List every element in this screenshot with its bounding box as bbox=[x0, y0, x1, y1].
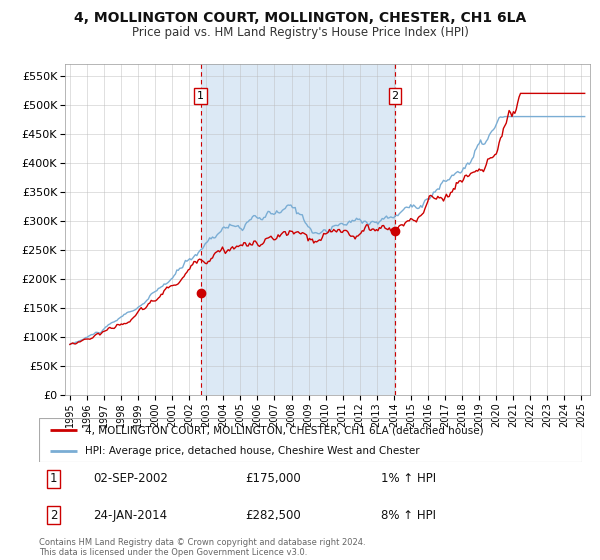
Text: 02-SEP-2002: 02-SEP-2002 bbox=[94, 473, 168, 486]
Text: 8% ↑ HPI: 8% ↑ HPI bbox=[381, 508, 436, 521]
Text: 1: 1 bbox=[197, 91, 204, 101]
Text: 1: 1 bbox=[50, 473, 58, 486]
Bar bbox=[200, 64, 395, 395]
Text: Price paid vs. HM Land Registry's House Price Index (HPI): Price paid vs. HM Land Registry's House … bbox=[131, 26, 469, 39]
Text: Contains HM Land Registry data © Crown copyright and database right 2024.
This d: Contains HM Land Registry data © Crown c… bbox=[39, 538, 365, 557]
Text: £282,500: £282,500 bbox=[245, 508, 301, 521]
Text: 2: 2 bbox=[50, 508, 58, 521]
Text: 4, MOLLINGTON COURT, MOLLINGTON, CHESTER, CH1 6LA (detached house): 4, MOLLINGTON COURT, MOLLINGTON, CHESTER… bbox=[85, 425, 484, 435]
Text: HPI: Average price, detached house, Cheshire West and Chester: HPI: Average price, detached house, Ches… bbox=[85, 446, 420, 456]
Text: 24-JAN-2014: 24-JAN-2014 bbox=[94, 508, 167, 521]
Text: 2: 2 bbox=[391, 91, 398, 101]
Text: 1% ↑ HPI: 1% ↑ HPI bbox=[381, 473, 436, 486]
Text: 4, MOLLINGTON COURT, MOLLINGTON, CHESTER, CH1 6LA: 4, MOLLINGTON COURT, MOLLINGTON, CHESTER… bbox=[74, 11, 526, 25]
Text: £175,000: £175,000 bbox=[245, 473, 301, 486]
